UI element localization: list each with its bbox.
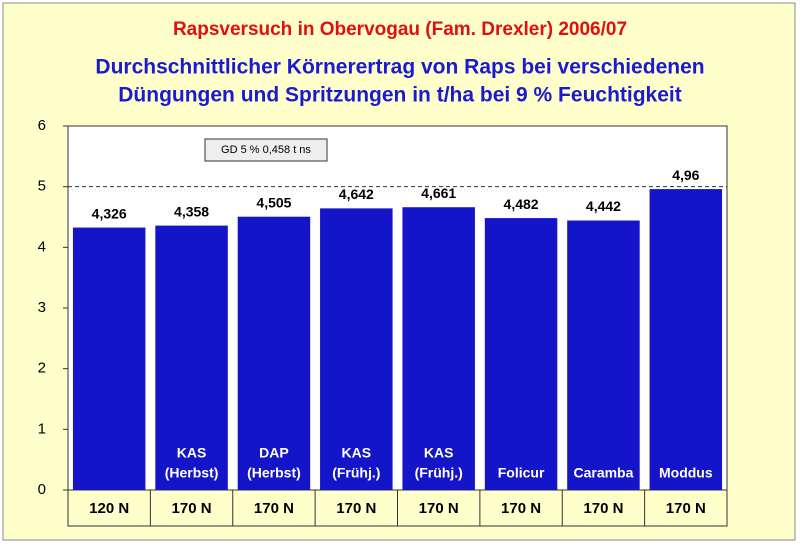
y-tick-label: 0 <box>38 481 46 498</box>
bar-label: (Frühj.) <box>415 465 463 481</box>
bar-label: Caramba <box>573 465 633 481</box>
chart-title: Rapsversuch in Obervogau (Fam. Drexler) … <box>173 19 627 40</box>
annotation: GD 5 % 0,458 t ns <box>221 144 311 156</box>
y-tick-label: 3 <box>38 299 46 316</box>
x-tick-label: 170 N <box>583 500 623 517</box>
x-tick-label: 170 N <box>419 500 459 517</box>
bar-label: DAP <box>259 445 289 461</box>
bar-label: KAS <box>342 445 372 461</box>
chart-subtitle: Durchschnittlicher Körnerertrag von Raps… <box>95 56 704 79</box>
value-label: 4,661 <box>421 185 456 201</box>
bar-label: KAS <box>424 445 454 461</box>
bar <box>237 216 311 491</box>
bar-label: (Frühj.) <box>332 465 380 481</box>
annotation-box <box>204 138 328 162</box>
bar <box>320 208 393 491</box>
bar-label: (Herbst) <box>247 465 301 481</box>
x-tick-label: 170 N <box>336 500 376 517</box>
value-label: 4,642 <box>339 186 374 202</box>
bar <box>402 207 475 490</box>
y-tick-label: 1 <box>38 420 46 437</box>
bar <box>155 225 228 490</box>
x-tick-label: 120 N <box>89 500 129 517</box>
chart-subtitle: Düngungen und Spritzungen in t/ha bei 9 … <box>118 84 682 107</box>
y-tick-label: 6 <box>38 117 46 134</box>
bar <box>567 220 640 490</box>
value-label: 4,442 <box>586 198 621 214</box>
x-tick-label: 170 N <box>254 500 294 517</box>
bar <box>649 189 723 491</box>
value-label: 4,505 <box>256 194 291 210</box>
bar-label: Folicur <box>498 465 545 481</box>
value-label: 4,96 <box>672 167 699 183</box>
y-tick-label: 2 <box>38 360 46 377</box>
bar-label: (Herbst) <box>165 465 219 481</box>
y-tick-label: 4 <box>38 238 46 255</box>
x-tick-label: 170 N <box>501 500 541 517</box>
bar <box>72 227 146 490</box>
bar <box>484 218 558 491</box>
bar-label: Moddus <box>659 465 713 481</box>
value-label: 4,482 <box>504 196 539 212</box>
y-tick-label: 5 <box>38 178 46 195</box>
value-label: 4,326 <box>92 205 127 221</box>
bar-label: KAS <box>177 445 207 461</box>
x-tick-label: 170 N <box>666 500 706 517</box>
x-tick-label: 170 N <box>172 500 212 517</box>
value-label: 4,358 <box>174 203 209 219</box>
